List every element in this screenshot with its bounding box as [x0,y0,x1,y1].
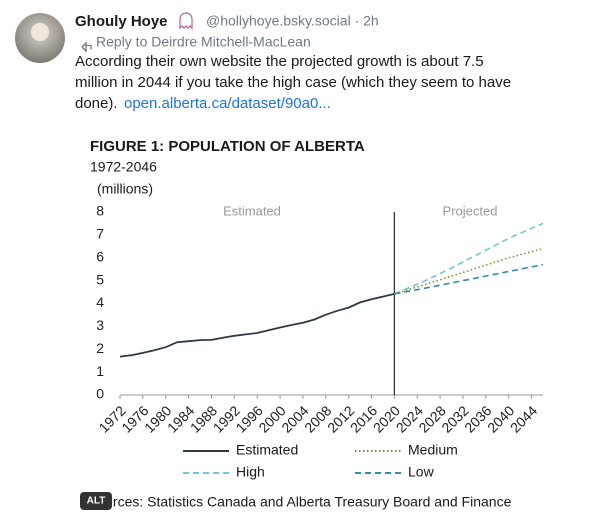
x-tick-label: 2044 [507,402,540,435]
y-tick-label: 7 [96,226,104,242]
y-axis-label: (millions) [97,181,153,197]
series-line [394,222,544,295]
annotation: Projected [443,203,498,218]
series-line [394,263,544,295]
alt-badge[interactable] [80,492,112,510]
y-tick-label: 8 [96,203,104,219]
y-tick-label: 0 [96,386,104,402]
legend-label: Low [408,464,435,480]
y-tick-label: 4 [96,294,104,310]
ghost-emoji [179,12,193,30]
y-tick-label: 3 [96,317,104,333]
legend-label: Medium [408,442,458,458]
chart-subtitle: 1972-2046 [90,159,157,175]
y-tick-label: 6 [96,248,104,264]
post-text: million in 2044 if you take the high cas… [75,74,511,91]
handle[interactable]: @hollyhoye.bsky.social · 2h [206,13,379,29]
series-line [394,247,544,295]
source: Sources: Statistics Canada and Alberta T… [88,494,512,510]
post-text: According their own website the projecte… [75,53,484,70]
author-name[interactable]: Ghouly Hoye [75,13,168,30]
legend-label: Estimated [236,442,298,458]
post-text: done). [75,95,118,112]
link[interactable]: open.alberta.ca/dataset/90a0... [124,95,331,112]
legend-label: High [236,464,265,480]
reply-icon [81,41,92,53]
chart: FIGURE 1: POPULATION OF ALBERTA 1972-204… [88,138,544,510]
y-tick-label: 5 [96,271,104,287]
reply-to[interactable]: Reply to Deirdre Mitchell-MacLean [96,34,311,50]
annotation: Estimated [223,203,281,218]
chart-title: FIGURE 1: POPULATION OF ALBERTA [90,138,365,155]
y-tick-label: 1 [96,363,104,379]
y-tick-label: 2 [96,340,104,356]
series-line [119,293,395,358]
avatar-face [31,23,49,41]
alt-badge-label: ALT [87,496,106,507]
